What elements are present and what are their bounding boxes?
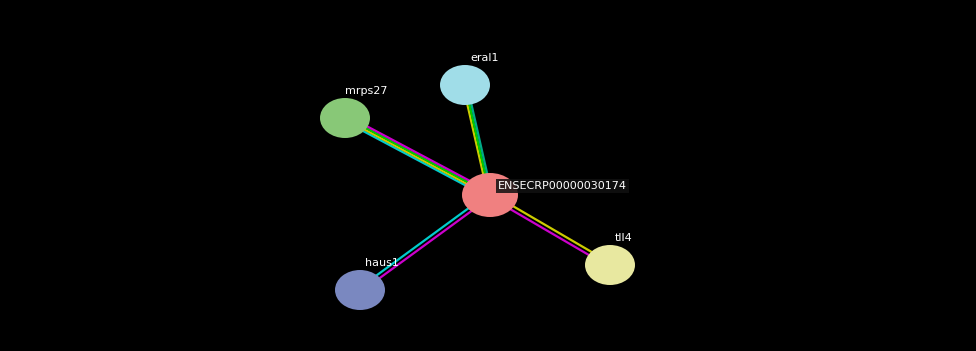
Text: haus1: haus1 — [365, 258, 399, 268]
Ellipse shape — [320, 98, 370, 138]
Text: ENSECRP00000030174: ENSECRP00000030174 — [498, 181, 627, 191]
Ellipse shape — [440, 65, 490, 105]
Text: tll4: tll4 — [615, 233, 632, 243]
Ellipse shape — [462, 173, 518, 217]
Text: eral1: eral1 — [470, 53, 499, 63]
Text: mrps27: mrps27 — [345, 86, 387, 96]
Ellipse shape — [335, 270, 385, 310]
Ellipse shape — [585, 245, 635, 285]
